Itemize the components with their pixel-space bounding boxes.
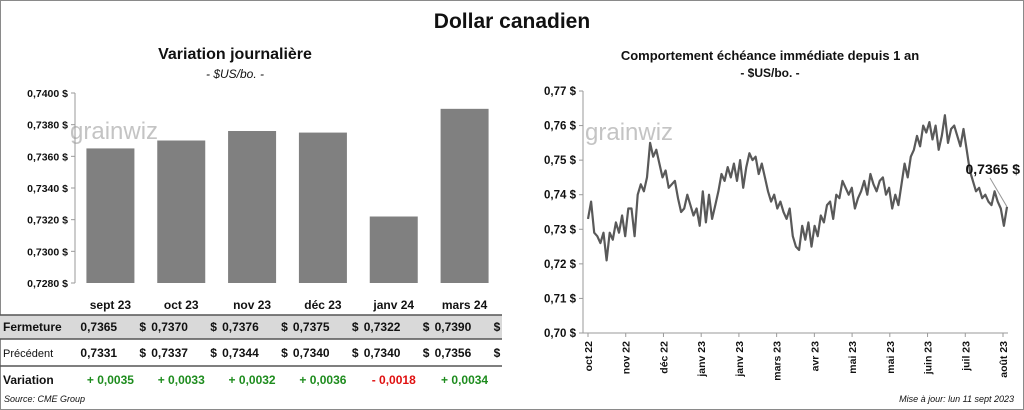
table-cell-unit: $ bbox=[281, 346, 288, 360]
bar bbox=[440, 108, 489, 283]
bar bbox=[298, 132, 347, 283]
page-title: Dollar canadien bbox=[433, 10, 591, 33]
table-cell-unit: $ bbox=[494, 320, 501, 334]
table-cell-value: 0,7376 bbox=[222, 320, 259, 334]
last-value-label: 0,7365 $ bbox=[966, 161, 1021, 177]
bar-category-label: nov 23 bbox=[233, 298, 271, 312]
table-cell-unit: $ bbox=[210, 346, 217, 360]
table-cell-unit: $ bbox=[494, 346, 501, 360]
bar-category-label: déc 23 bbox=[304, 298, 342, 312]
line-x-tick-label: avr 23 bbox=[809, 341, 821, 372]
bar-y-tick-label: 0,7400 $ bbox=[27, 88, 68, 100]
line-y-tick-label: 0,75 $ bbox=[544, 155, 577, 167]
line-x-tick-label: juil 23 bbox=[960, 341, 972, 372]
table-cell-change: + 0,0034 bbox=[441, 373, 488, 387]
line-x-tick-label: mai 23 bbox=[847, 341, 859, 374]
table-cell-value: 0,7337 bbox=[151, 346, 188, 360]
table-cell-value: 0,7340 bbox=[293, 346, 330, 360]
table-cell-value: 0,7390 bbox=[435, 320, 472, 334]
bar-y-tick-label: 0,7340 $ bbox=[27, 183, 68, 195]
table-row-label: Fermeture bbox=[3, 320, 62, 334]
bar-category-label: mars 24 bbox=[442, 298, 488, 312]
last-value-leader bbox=[989, 177, 1008, 208]
line-series bbox=[586, 114, 1009, 262]
update-note: Mise à jour: lun 11 sept 2023 bbox=[899, 394, 1014, 404]
line-y-tick-label: 0,73 $ bbox=[544, 224, 577, 236]
line-y-tick-label: 0,77 $ bbox=[544, 86, 577, 98]
line-x-tick-label: juin 23 bbox=[923, 341, 935, 375]
table-row-label: Variation bbox=[3, 373, 54, 387]
right-chart-title: Comportement échéance immédiate depuis 1… bbox=[620, 48, 920, 63]
table-cell-change: + 0,0033 bbox=[158, 373, 205, 387]
table-cell-value: 0,7370 bbox=[151, 320, 188, 334]
right-chart-subtitle: - $US/bo. - bbox=[740, 66, 800, 80]
table-cell-value: 0,7340 bbox=[364, 346, 401, 360]
table-cell-change: + 0,0032 bbox=[229, 373, 276, 387]
line-y-tick-label: 0,70 $ bbox=[544, 328, 577, 340]
table-cell-change: - 0,0018 bbox=[372, 373, 416, 387]
line-x-tick-label: déc 22 bbox=[658, 341, 670, 374]
bar bbox=[228, 131, 277, 283]
bar-category-label: sept 23 bbox=[90, 298, 132, 312]
table-cell-change: + 0,0035 bbox=[87, 373, 134, 387]
line-x-tick-label: nov 22 bbox=[621, 341, 633, 374]
table-cell-value: 0,7344 bbox=[222, 346, 259, 360]
table-row-label: Précédent bbox=[3, 348, 53, 360]
bar-y-tick-label: 0,7380 $ bbox=[27, 120, 68, 132]
line-y-tick-label: 0,76 $ bbox=[544, 121, 577, 133]
bar-y-tick-label: 0,7320 $ bbox=[27, 215, 68, 227]
left-chart-subtitle: - $US/bo. - bbox=[205, 67, 265, 81]
table-cell-unit: $ bbox=[139, 320, 146, 334]
line-y-tick-label: 0,71 $ bbox=[544, 293, 577, 305]
table-header-band bbox=[0, 315, 502, 339]
bar bbox=[86, 148, 135, 283]
bar-category-label: oct 23 bbox=[164, 298, 199, 312]
line-y-tick-label: 0,72 $ bbox=[544, 259, 577, 271]
left-chart-title: Variation journalière bbox=[158, 46, 312, 63]
line-x-tick-label: mai 23 bbox=[885, 341, 897, 374]
table-cell-unit: $ bbox=[281, 320, 288, 334]
bar bbox=[369, 216, 418, 283]
bar-y-tick-label: 0,7360 $ bbox=[27, 151, 68, 163]
line-x-tick-label: oct 22 bbox=[583, 341, 595, 372]
left-watermark: grainwiz bbox=[70, 118, 158, 145]
bar-y-tick-label: 0,7280 $ bbox=[27, 278, 68, 290]
table-cell-value: 0,7375 bbox=[293, 320, 330, 334]
table-cell-unit: $ bbox=[352, 320, 359, 334]
table-cell-value: 0,7356 bbox=[435, 346, 472, 360]
right-watermark: grainwiz bbox=[585, 119, 673, 146]
line-x-tick-label: janv 23 bbox=[734, 341, 746, 378]
line-y-tick-label: 0,74 $ bbox=[544, 190, 577, 202]
table-cell-change: + 0,0036 bbox=[299, 373, 346, 387]
table-cell-unit: $ bbox=[210, 320, 217, 334]
table-cell-unit: $ bbox=[352, 346, 359, 360]
source-note: Source: CME Group bbox=[4, 394, 86, 404]
bar bbox=[157, 140, 206, 283]
table-cell-unit: $ bbox=[423, 320, 430, 334]
table-cell-value: 0,7365 bbox=[80, 320, 117, 334]
table-cell-unit: $ bbox=[423, 346, 430, 360]
line-x-tick-label: mars 23 bbox=[772, 341, 784, 381]
table-cell-unit: $ bbox=[139, 346, 146, 360]
table-cell-value: 0,7322 bbox=[364, 320, 401, 334]
line-x-tick-label: janv 23 bbox=[696, 341, 708, 378]
bar-y-tick-label: 0,7300 $ bbox=[27, 246, 68, 258]
line-x-tick-label: août 23 bbox=[998, 341, 1010, 378]
table-cell-value: 0,7331 bbox=[80, 346, 117, 360]
bar-category-label: janv 24 bbox=[372, 298, 414, 312]
